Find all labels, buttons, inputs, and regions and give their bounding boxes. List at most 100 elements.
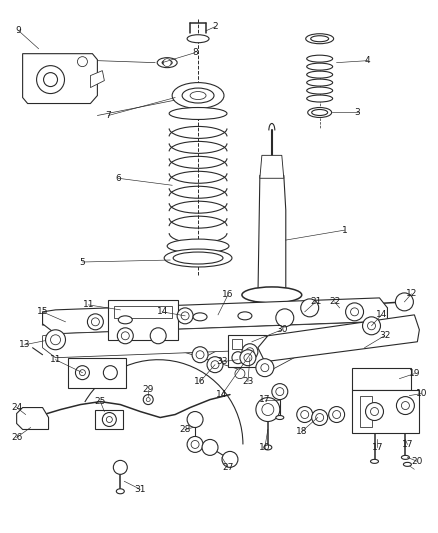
Text: 29: 29 xyxy=(142,385,154,394)
Text: 14: 14 xyxy=(156,308,168,317)
Text: 5: 5 xyxy=(80,257,85,266)
Text: 10: 10 xyxy=(416,389,427,398)
Circle shape xyxy=(88,314,103,330)
Text: 21: 21 xyxy=(310,297,321,306)
Circle shape xyxy=(401,401,410,409)
Circle shape xyxy=(78,56,88,67)
Polygon shape xyxy=(42,298,388,334)
Circle shape xyxy=(244,354,252,362)
Circle shape xyxy=(366,402,384,421)
Circle shape xyxy=(146,398,150,401)
Text: 16: 16 xyxy=(222,290,234,300)
Circle shape xyxy=(46,330,66,350)
Circle shape xyxy=(346,303,364,321)
Circle shape xyxy=(246,348,254,356)
Circle shape xyxy=(187,411,203,427)
Text: 26: 26 xyxy=(11,433,22,442)
Circle shape xyxy=(396,293,413,311)
Circle shape xyxy=(43,72,57,86)
Bar xyxy=(114,306,172,318)
Circle shape xyxy=(211,361,219,369)
Circle shape xyxy=(232,352,244,364)
Text: 15: 15 xyxy=(37,308,48,317)
Circle shape xyxy=(121,332,129,340)
Text: 27: 27 xyxy=(222,463,233,472)
Ellipse shape xyxy=(401,455,410,459)
Circle shape xyxy=(150,328,166,344)
Circle shape xyxy=(163,59,171,67)
Circle shape xyxy=(301,299,319,317)
Circle shape xyxy=(297,407,313,423)
Text: 20: 20 xyxy=(412,457,423,466)
Ellipse shape xyxy=(173,252,223,264)
Bar xyxy=(228,335,266,367)
Ellipse shape xyxy=(264,445,272,450)
Circle shape xyxy=(240,350,256,366)
Ellipse shape xyxy=(307,87,332,94)
Ellipse shape xyxy=(190,92,206,100)
Text: 30: 30 xyxy=(276,325,288,334)
Text: 28: 28 xyxy=(180,425,191,434)
Text: 4: 4 xyxy=(365,56,371,65)
Text: 24: 24 xyxy=(11,403,22,412)
Text: 10: 10 xyxy=(259,443,271,452)
Text: 11: 11 xyxy=(83,301,94,309)
Text: 19: 19 xyxy=(409,369,420,378)
Text: 31: 31 xyxy=(134,485,146,494)
Circle shape xyxy=(143,394,153,405)
Circle shape xyxy=(177,308,193,324)
Circle shape xyxy=(79,370,85,376)
Bar xyxy=(68,358,126,387)
Polygon shape xyxy=(258,315,419,362)
Circle shape xyxy=(196,351,204,359)
Polygon shape xyxy=(260,155,284,178)
Circle shape xyxy=(276,387,284,395)
Text: 1: 1 xyxy=(342,225,347,235)
Circle shape xyxy=(272,384,288,400)
Text: 33: 33 xyxy=(216,357,228,366)
Text: 3: 3 xyxy=(355,108,360,117)
Text: 25: 25 xyxy=(95,397,106,406)
Circle shape xyxy=(235,369,245,378)
Circle shape xyxy=(396,397,414,415)
Ellipse shape xyxy=(276,416,284,419)
Circle shape xyxy=(106,416,112,423)
Ellipse shape xyxy=(117,489,124,494)
Ellipse shape xyxy=(242,287,302,303)
Bar xyxy=(360,395,371,427)
Ellipse shape xyxy=(307,63,332,70)
Circle shape xyxy=(350,308,359,316)
Circle shape xyxy=(371,408,378,416)
Ellipse shape xyxy=(118,316,132,324)
Ellipse shape xyxy=(306,34,334,44)
Circle shape xyxy=(256,398,280,422)
Circle shape xyxy=(117,328,133,344)
Ellipse shape xyxy=(157,58,177,68)
Text: 8: 8 xyxy=(192,48,198,57)
Text: 9: 9 xyxy=(16,26,21,35)
Circle shape xyxy=(262,403,274,416)
Text: 2: 2 xyxy=(212,22,218,31)
Text: 13: 13 xyxy=(19,340,30,349)
Circle shape xyxy=(367,322,375,330)
Polygon shape xyxy=(42,322,388,358)
Circle shape xyxy=(332,410,341,418)
Circle shape xyxy=(187,437,203,453)
Circle shape xyxy=(102,413,117,426)
Circle shape xyxy=(75,366,89,379)
Text: 18: 18 xyxy=(296,427,307,436)
Circle shape xyxy=(191,440,199,448)
Polygon shape xyxy=(90,71,104,87)
Ellipse shape xyxy=(371,459,378,463)
Text: 32: 32 xyxy=(379,332,390,340)
Circle shape xyxy=(103,366,117,379)
Bar xyxy=(352,368,411,390)
Circle shape xyxy=(256,359,274,377)
Bar xyxy=(232,339,242,349)
Polygon shape xyxy=(258,175,286,300)
Ellipse shape xyxy=(193,313,207,321)
Text: 14: 14 xyxy=(216,390,228,399)
Ellipse shape xyxy=(164,249,232,267)
Text: 14: 14 xyxy=(376,310,387,319)
Circle shape xyxy=(363,317,381,335)
